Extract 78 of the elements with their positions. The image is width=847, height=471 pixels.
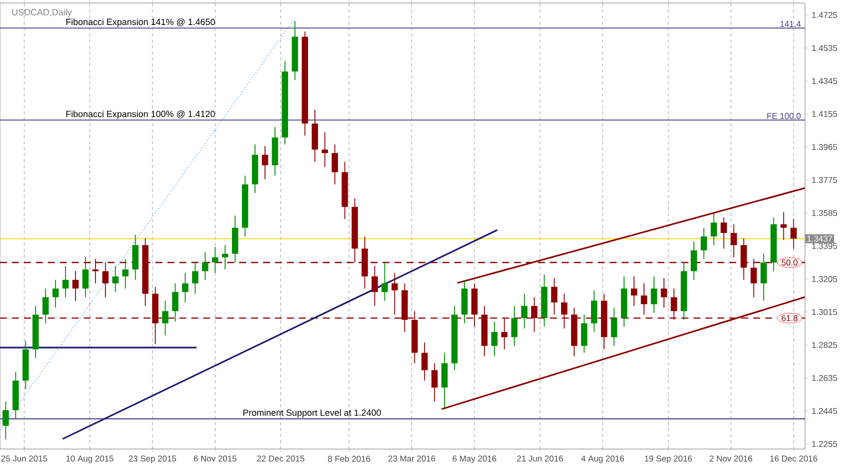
- candlestick: [760, 253, 767, 302]
- ref-line-label: Fibonacci Expansion 100% @ 1.4120: [66, 110, 215, 119]
- y-tick-label: 1.4535: [812, 45, 838, 51]
- candlestick: [192, 262, 198, 294]
- x-tick-label: 8 Feb 2016: [328, 456, 370, 462]
- y-tick-label: 1.2255: [812, 441, 838, 447]
- annotation: 50.0: [782, 260, 798, 266]
- y-tick-label: 1.2635: [812, 375, 838, 381]
- candlestick: [790, 218, 797, 250]
- candlestick: [72, 270, 79, 302]
- candlestick: [222, 244, 228, 270]
- candlestick: [421, 342, 428, 382]
- x-tick-label: 6 Nov 2015: [194, 456, 236, 462]
- annotation: FE 100.0: [767, 112, 801, 119]
- x-tick-label: 19 Sep 2016: [644, 456, 692, 464]
- candlestick: [52, 279, 59, 308]
- y-tick-label: 1.3015: [812, 309, 838, 315]
- candlestick: [322, 132, 328, 168]
- y-tick-label: 1.2445: [812, 408, 838, 414]
- candlestick: [212, 246, 218, 274]
- y-tick-label: 1.4345: [812, 78, 838, 84]
- candlestick: [780, 212, 787, 240]
- y-tick-label: 1.4725: [812, 12, 838, 18]
- candlestick: [581, 314, 588, 354]
- y-tick-label: 1.3395: [812, 243, 838, 249]
- candlestick: [182, 272, 188, 303]
- x-tick-label: 2 Nov 2016: [710, 456, 752, 462]
- candlestick: [431, 362, 438, 402]
- candlestick: [690, 241, 698, 280]
- candlestick: [591, 290, 598, 332]
- text: USDCAD,Daily: [12, 8, 72, 18]
- x-tick-label: 10 Aug 2015: [66, 456, 114, 464]
- candlestick: [42, 288, 49, 324]
- annotation: 61.8: [782, 315, 798, 322]
- candlestick: [640, 282, 648, 316]
- y-tick-label: 1.3205: [812, 276, 838, 282]
- candlestick: [262, 146, 268, 180]
- annotation: 141.4: [780, 21, 801, 27]
- candlestick: [82, 256, 89, 298]
- candlestick: [610, 307, 618, 346]
- x-tick-label: 21 Jun 2016: [517, 456, 563, 462]
- candlestick: [382, 262, 388, 302]
- candlestick: [511, 305, 518, 346]
- x-tick-label: 6 May 2016: [452, 456, 496, 464]
- candlestick: [2, 400, 9, 440]
- candlestick: [730, 224, 737, 258]
- candlestick: [700, 227, 707, 260]
- candlestick: [172, 282, 178, 322]
- candlestick: [491, 321, 498, 357]
- candlestick: [551, 278, 558, 316]
- x-tick-label: 25 Jun 2015: [1, 456, 48, 462]
- candlestick: [660, 278, 668, 308]
- candlestick: [630, 276, 638, 306]
- candlestick: [122, 258, 129, 289]
- x-tick-label: 4 Aug 2016: [581, 456, 624, 464]
- y-tick-label: 1.3585: [812, 210, 838, 216]
- candlestick: [710, 213, 717, 246]
- x-tick-label: 23 Mar 2016: [388, 456, 436, 462]
- x-tick-label: 22 Dec 2015: [257, 456, 304, 462]
- ref-line-label: Prominent Support Level at 1.2400: [243, 409, 381, 418]
- candlestick: [202, 252, 208, 280]
- candlestick: [112, 266, 119, 292]
- y-tick-label: 1.3775: [812, 177, 838, 183]
- y-tick-label: 1.2825: [812, 342, 838, 348]
- candlestick: [62, 266, 69, 298]
- candlestick: [392, 272, 398, 316]
- x-tick-label: 23 Sep 2015: [128, 456, 176, 464]
- x-tick-label: 16 Dec 2016: [770, 456, 818, 462]
- candlestick: [372, 266, 378, 306]
- y-tick-label: 1.4155: [812, 111, 838, 117]
- y-tick-label: 1.3965: [812, 144, 838, 150]
- candlestick: [162, 300, 168, 336]
- ref-line-label: Fibonacci Expansion 141% @ 1.4650: [66, 18, 215, 27]
- candlestick: [720, 216, 727, 250]
- ref-line-label: 1.3437: [807, 236, 832, 242]
- candlestick: [521, 293, 528, 329]
- candlestick: [332, 144, 338, 185]
- candlestick: [650, 276, 658, 314]
